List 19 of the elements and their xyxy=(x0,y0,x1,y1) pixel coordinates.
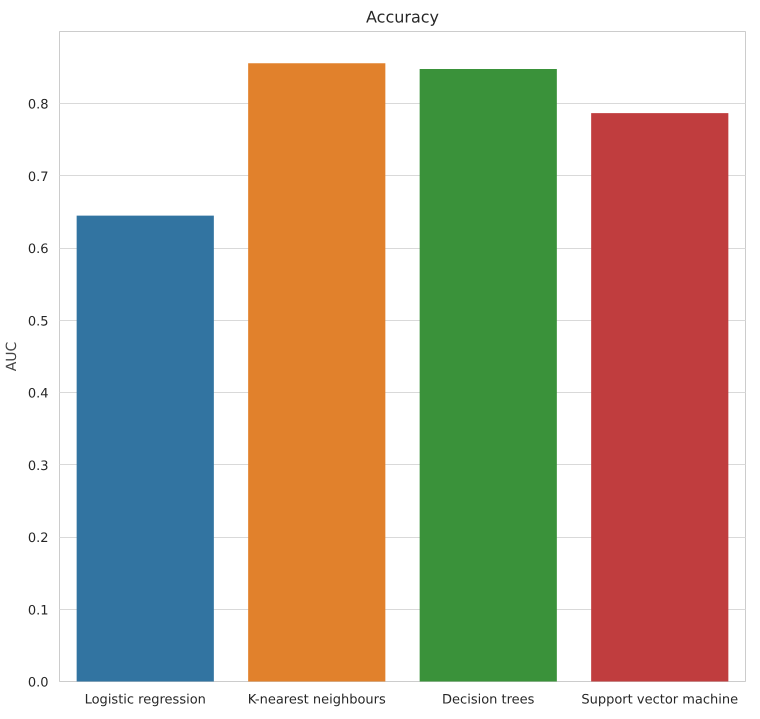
y-tick-label: 0.6 xyxy=(28,242,49,258)
y-tick-label: 0.0 xyxy=(28,676,49,690)
y-tick-label: 0.3 xyxy=(28,458,49,474)
x-tick-label: Decision trees xyxy=(442,692,535,708)
x-tick-label: Logistic regression xyxy=(84,692,206,708)
y-tick-label: 0.1 xyxy=(28,603,49,618)
y-tick-label: 0.4 xyxy=(28,386,49,402)
y-tick-label: 0.8 xyxy=(28,98,49,113)
bar xyxy=(76,216,214,682)
bar xyxy=(591,113,728,682)
y-axis-title: AUC xyxy=(4,341,20,372)
chart-title: Accuracy xyxy=(366,8,440,26)
x-tick-label: K-nearest neighbours xyxy=(248,692,386,708)
x-tick-label: Support vector machine xyxy=(581,692,738,708)
y-tick-label: 0.5 xyxy=(28,314,49,330)
bar xyxy=(248,63,386,682)
y-tick-label: 0.2 xyxy=(28,531,49,546)
bar xyxy=(420,69,557,682)
y-tick-label: 0.7 xyxy=(28,170,49,185)
